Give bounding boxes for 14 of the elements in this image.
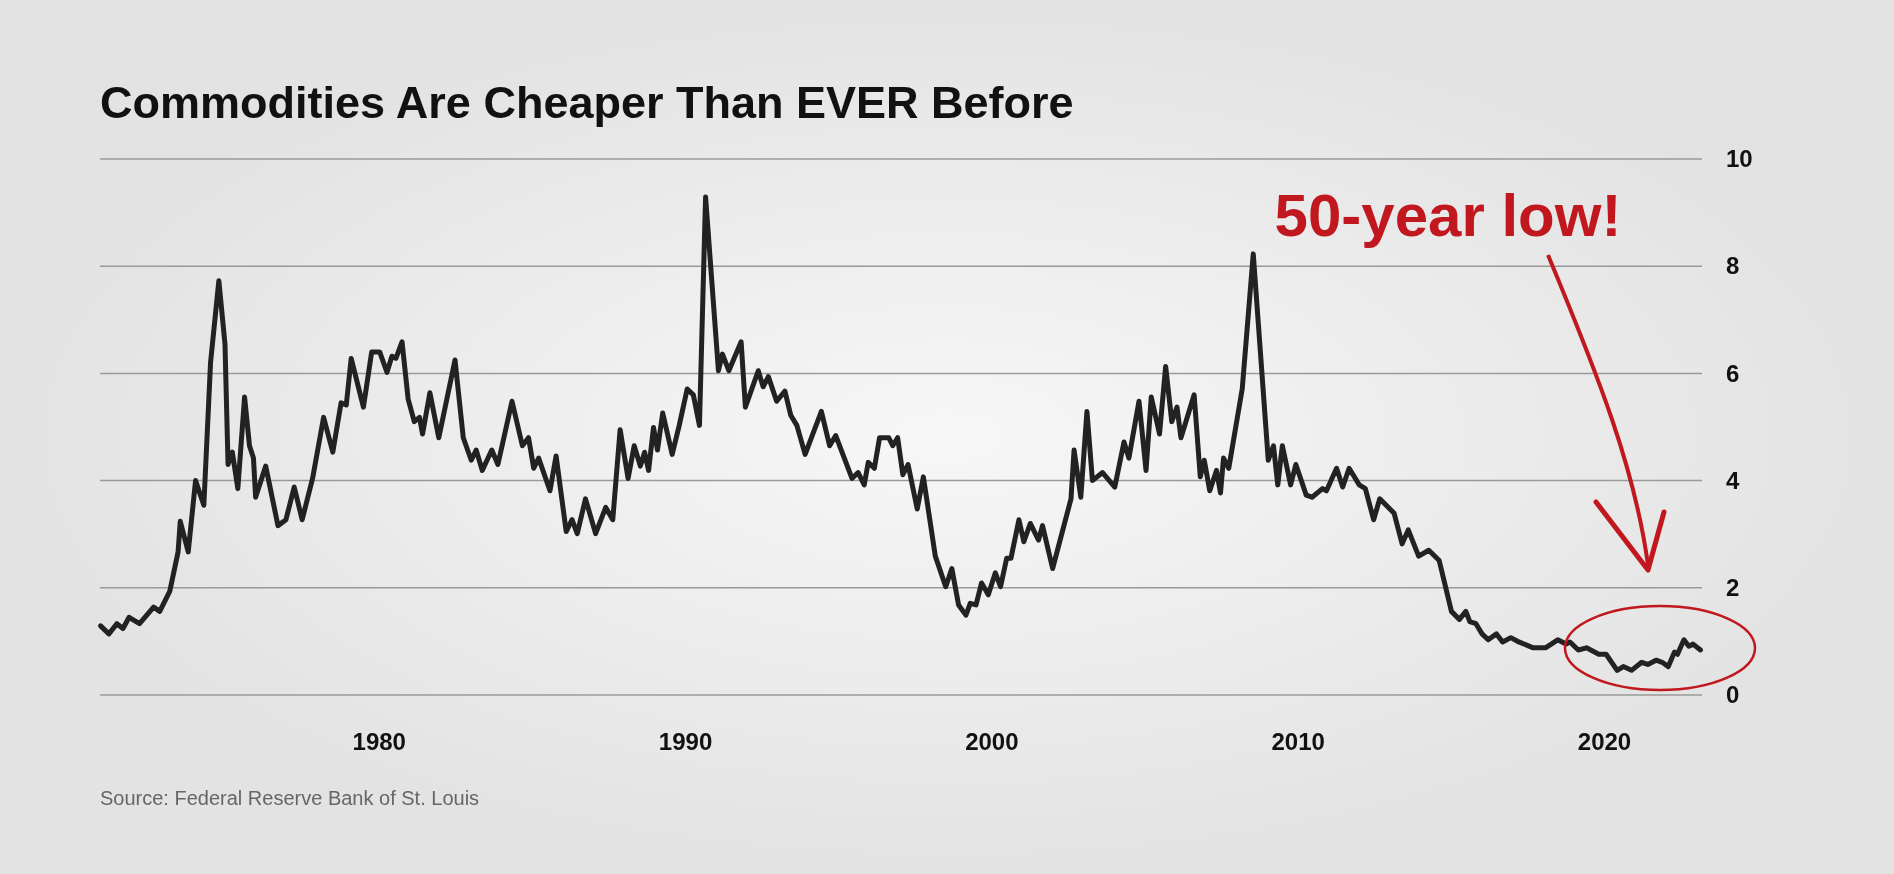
y-tick-label: 2 bbox=[1726, 573, 1740, 601]
x-tick-label: 1980 bbox=[352, 728, 406, 756]
chart-title: Commodities Are Cheaper Than EVER Before bbox=[100, 77, 1074, 128]
y-tick-label: 0 bbox=[1726, 681, 1740, 709]
source-note: Source: Federal Reserve Bank of St. Louis bbox=[100, 787, 480, 809]
y-tick-label: 4 bbox=[1726, 466, 1740, 494]
y-tick-label: 8 bbox=[1726, 252, 1740, 280]
x-tick-label: 2000 bbox=[965, 728, 1019, 756]
annotation: 50-year low! bbox=[1274, 182, 1622, 249]
y-tick-label: 10 bbox=[1726, 145, 1753, 173]
x-tick-label: 2020 bbox=[1577, 728, 1632, 756]
y-tick-label: 6 bbox=[1726, 359, 1740, 387]
x-tick-label: 1990 bbox=[658, 728, 713, 756]
x-tick-label: 2010 bbox=[1271, 728, 1325, 756]
